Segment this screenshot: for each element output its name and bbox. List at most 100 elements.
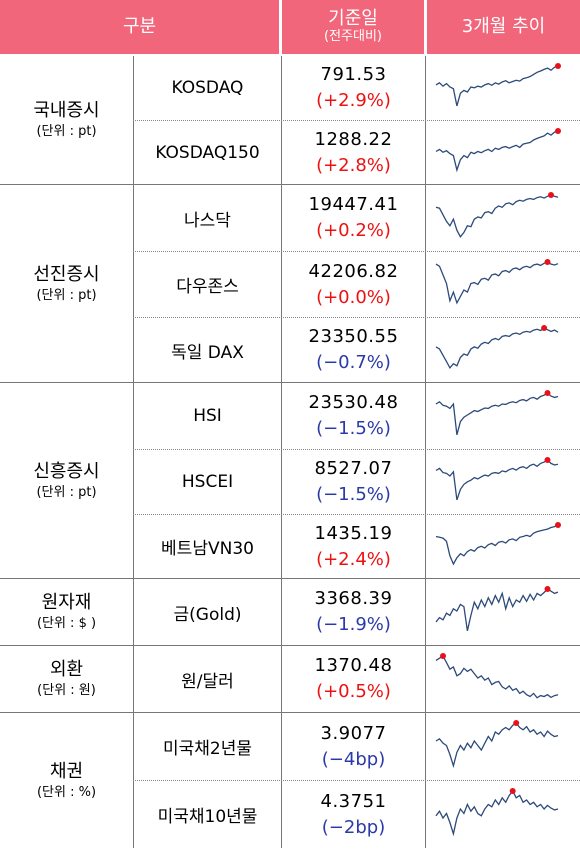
row-value-cell: 3.9077 (−4bp) — [282, 713, 425, 780]
trend-line — [435, 459, 559, 501]
trend-peak-marker — [544, 259, 551, 265]
trend-sparkline — [435, 259, 559, 305]
row-divider — [133, 449, 580, 450]
row-value: 791.53 — [320, 64, 387, 85]
row-value-cell: 42206.82 (+0.0%) — [282, 252, 425, 317]
header-divider — [279, 0, 282, 54]
trend-sparkline — [435, 390, 559, 435]
row-name: 금(Gold) — [173, 604, 242, 625]
trend-peak-marker — [541, 325, 548, 331]
group-divider — [0, 184, 580, 185]
group-divider — [0, 645, 580, 646]
row-value: 4.3751 — [320, 790, 387, 812]
row-change: (+0.2%) — [316, 220, 391, 241]
row-name: 원/달러 — [181, 671, 234, 692]
trend-line — [435, 655, 559, 699]
row-divider — [133, 514, 580, 515]
trend-sparkline — [435, 720, 559, 769]
row-value: 1288.22 — [314, 128, 393, 150]
group-commodities: 원자재 (단위 : $ ) — [36, 592, 97, 631]
row-value-cell: 1435.19 (+2.4%) — [282, 515, 425, 578]
trend-sparkline — [435, 128, 561, 173]
header-3month-trend: 3개월 추이 — [461, 16, 546, 37]
trend-peak-marker — [513, 720, 520, 726]
trend-peak-marker — [555, 63, 561, 69]
row-change: (−1.9%) — [316, 614, 391, 635]
group-divider — [0, 382, 580, 383]
row-value: 23530.48 — [308, 392, 399, 413]
row-value: 3368.39 — [314, 588, 393, 609]
row-name: KOSDAQ150 — [155, 142, 260, 163]
row-name: 독일 DAX — [171, 342, 244, 363]
row-name: KOSDAQ — [171, 78, 244, 98]
row-name: HSI — [193, 406, 222, 426]
row-change: (+0.0%) — [316, 286, 391, 308]
row-value-cell: 1288.22 (+2.8%) — [282, 121, 425, 184]
trend-sparkline — [435, 788, 559, 837]
trend-peak-marker — [544, 390, 551, 396]
row-divider — [133, 780, 580, 781]
row-divider — [133, 251, 580, 252]
column-divider — [133, 56, 134, 848]
trend-line — [435, 722, 559, 769]
row-value: 1370.48 — [314, 655, 393, 676]
table-header: 구분 기준일 (전주대비) 3개월 추이 — [0, 0, 580, 54]
group-bonds: 채권 (단위 : %) — [36, 760, 97, 800]
column-divider — [281, 56, 282, 848]
trend-line — [435, 524, 559, 566]
trend-sparkline — [435, 63, 561, 107]
row-change: (+2.4%) — [316, 548, 391, 570]
row-change: (−1.5%) — [316, 418, 391, 439]
trend-line — [435, 194, 559, 238]
row-name: 나스닥 — [184, 210, 231, 231]
row-divider — [133, 317, 580, 318]
row-value-cell: 1370.48 (+0.5%) — [282, 646, 425, 712]
group-divider — [0, 712, 580, 713]
row-name: HSCEI — [181, 472, 234, 492]
header-divider — [424, 0, 427, 54]
row-value-cell: 3368.39 (−1.9%) — [282, 579, 425, 645]
row-change: (−1.5%) — [316, 484, 391, 505]
row-change: (−0.7%) — [316, 352, 391, 373]
row-value-cell: 791.53 (+2.9%) — [282, 56, 425, 120]
group-domestic-stocks: 국내증시 (단위 : pt) — [33, 100, 100, 139]
row-name: 베트남VN30 — [161, 539, 254, 559]
row-value: 23350.55 — [308, 326, 399, 347]
trend-line — [435, 130, 559, 173]
group-divider — [0, 578, 580, 579]
row-change: (−2bp) — [321, 816, 386, 838]
trend-peak-marker — [544, 586, 551, 592]
row-value-cell: 23350.55 (−0.7%) — [282, 318, 425, 382]
row-name: 미국채2년물 — [162, 739, 253, 759]
trend-peak-marker — [548, 192, 554, 198]
row-change: (+0.5%) — [316, 681, 391, 702]
header-category: 구분 — [122, 16, 157, 37]
row-value-cell: 8527.07 (−1.5%) — [282, 450, 425, 514]
row-value: 3.9077 — [320, 722, 387, 744]
group-fx: 외환 (단위 : 원) — [37, 659, 96, 698]
trend-peak-marker — [509, 788, 516, 794]
trend-sparkline — [435, 192, 559, 238]
trend-line — [435, 261, 559, 305]
trend-sparkline — [435, 653, 559, 699]
trend-line — [435, 65, 559, 107]
row-value-cell: 23530.48 (−1.5%) — [282, 383, 425, 449]
trend-line — [435, 789, 559, 837]
trend-peak-marker — [555, 128, 561, 134]
trend-peak-marker — [440, 653, 446, 659]
trend-line — [435, 588, 559, 631]
trend-sparkline — [435, 586, 559, 631]
header-base-date: 기준일 (전주대비) — [324, 8, 382, 45]
row-name: 미국채10년물 — [157, 807, 258, 827]
trend-sparkline — [435, 325, 559, 370]
row-change: (+2.9%) — [316, 90, 391, 111]
trend-peak-marker — [544, 457, 551, 463]
row-value-cell: 19447.41 (+0.2%) — [282, 185, 425, 251]
row-value: 1435.19 — [314, 522, 393, 544]
row-divider — [133, 120, 580, 121]
row-change: (+2.8%) — [316, 154, 391, 176]
group-advanced-stocks: 선진증시 (단위 : pt) — [33, 263, 100, 303]
row-name: 다우존스 — [176, 277, 239, 297]
trend-sparkline — [435, 457, 559, 501]
